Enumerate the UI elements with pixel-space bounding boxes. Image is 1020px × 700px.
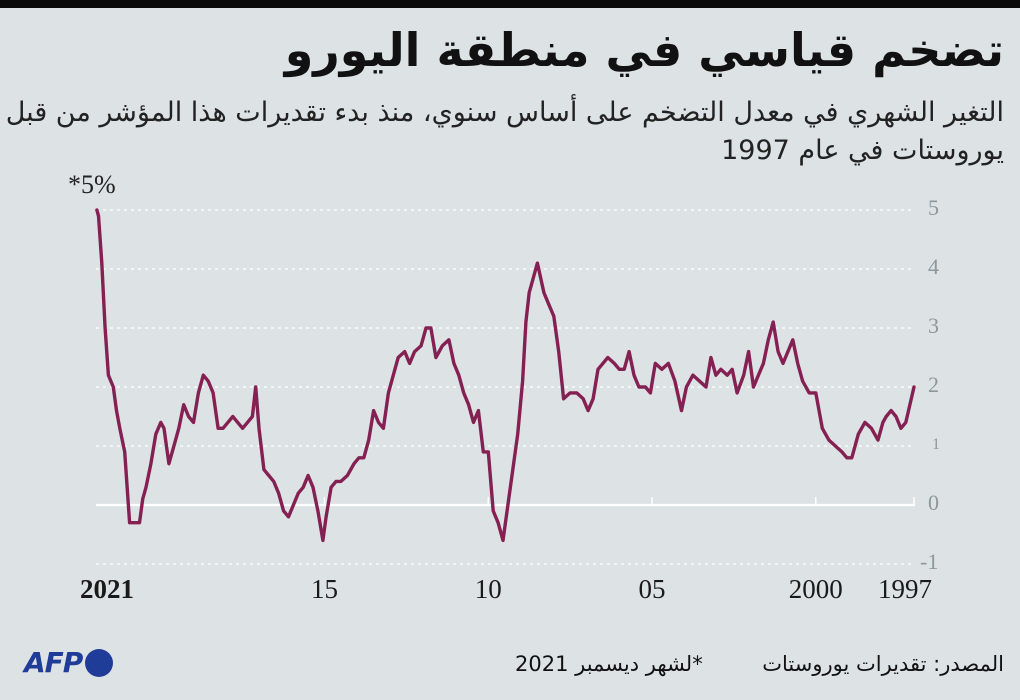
x-tick-label: 15 xyxy=(311,574,338,604)
chart-title: تضخم قياسي في منطقة اليورو xyxy=(284,23,1004,77)
top-bar xyxy=(0,0,1020,8)
y-tick-label: 2 xyxy=(928,372,939,397)
peak-annotation: *5% xyxy=(68,170,116,199)
x-tick-label: 2000 xyxy=(788,574,843,604)
afp-logo-dot-icon xyxy=(85,648,114,677)
y-tick-label: 1 xyxy=(932,436,940,453)
afp-logo: AFP xyxy=(24,646,114,679)
footnote: *لشهر ديسمبر 2021 xyxy=(515,652,703,676)
y-tick-label: 3 xyxy=(928,313,939,338)
x-tick-label: 05 xyxy=(638,574,666,604)
x-tick-label: 1997 xyxy=(878,574,932,604)
y-tick-label: 0 xyxy=(928,490,939,515)
source-credit: المصدر: تقديرات يوروستات xyxy=(762,652,1004,676)
chart-subtitle: التغير الشهري في معدل التضخم على أساس سن… xyxy=(5,97,1004,166)
y-tick-label: -1 xyxy=(920,549,939,574)
gridlines xyxy=(96,209,915,565)
x-axis-ticks xyxy=(323,497,915,505)
afp-logo-text: AFP xyxy=(24,646,83,679)
y-tick-label: 5 xyxy=(928,195,939,220)
x-tick-label: 10 xyxy=(474,574,502,604)
y-tick-label: 4 xyxy=(928,254,939,279)
inflation-line xyxy=(95,208,916,543)
x-tick-label: 2021 xyxy=(80,574,134,604)
